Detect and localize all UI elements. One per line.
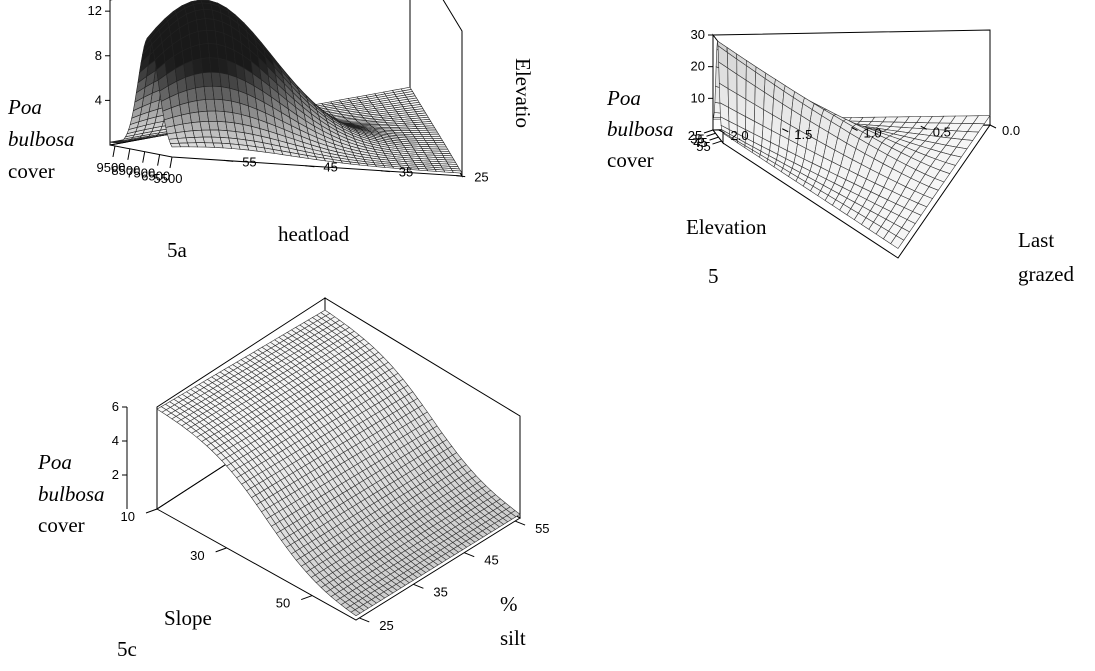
chart-5a-z-tick-label: 12 — [88, 3, 102, 18]
z-axis-label-5a-line2: bulbosa — [8, 127, 75, 151]
chart-5c-edge-0-tick-label: 50 — [276, 596, 290, 611]
chart-5c-edge-0-tick-label: 10 — [121, 509, 135, 524]
chart-5b-edge-1-tick — [782, 128, 789, 133]
chart-5b-edge-1-tick-label: 1.5 — [794, 127, 812, 142]
chart-5c-edge-1-tick-label: 35 — [433, 584, 447, 599]
chart-5b-edge-1-tick-label: 0.0 — [1002, 123, 1020, 138]
chart-5a-z-tick-label: 8 — [95, 48, 102, 63]
z-axis-label-5c-line2: bulbosa — [38, 482, 105, 506]
x-axis-label-5b: Elevation — [686, 215, 767, 239]
chart-5c-edge-1-tick — [359, 617, 370, 623]
z-axis-label-5c-line3: cover — [38, 513, 85, 537]
chart-5c-plot: 6 4 2 10 30 50 55 45 35 25 — [112, 297, 550, 633]
chart-5a-edge-0-tick-label: 5500 — [154, 171, 183, 186]
chart-5c-edge-1-tick-label: 55 — [535, 521, 549, 536]
chart-5a-edge-1-tick — [305, 165, 315, 168]
chart-5a-edge-1-tick — [456, 175, 466, 178]
y-axis-label-5a: Elevatio — [511, 58, 535, 128]
chart-5b-edge-1-tick — [851, 127, 858, 131]
chart-5a-edge-0-tick — [127, 148, 131, 160]
chart-5b-edge-0-tick — [709, 136, 719, 141]
z-axis-label-5b-line1: Poa — [607, 86, 641, 110]
chart-5a-edge-0-tick-label: 7500 — [126, 166, 155, 181]
chart-5b: 30 20 10 25 35 45 55 0.0 0.5 1.0 1.5 2.0 Poa bulbos… — [580, 0, 1095, 300]
chart-5b-edge-0-tick-label: 55 — [696, 139, 710, 154]
chart-5b-edge-1-tick-label: 2.0 — [731, 128, 749, 143]
x-axis-label-5c: Slope — [164, 606, 212, 630]
z-axis-label-5a-line3: cover — [8, 159, 55, 183]
chart-5a-z-tick-label: 4 — [95, 92, 102, 107]
chart-5c-surface-cell — [350, 609, 361, 617]
chart-5b-edge-1-tick-label: 0.5 — [933, 124, 951, 139]
chart-5a-edge-0-tick — [142, 151, 146, 163]
chart-5b-edge-1-tick — [989, 124, 997, 129]
chart-5a-surface-cell — [434, 142, 446, 146]
chart-5c-surface — [156, 309, 521, 617]
chart-5a-edge-0-tick-label: 8500 — [111, 163, 140, 178]
chart-5a-edge-1-tick-label: 35 — [399, 165, 413, 180]
chart-5a-surface-cell — [433, 140, 445, 143]
chart-5b-edge-1-tick — [718, 129, 725, 134]
chart-5c-edge-0-tick-label: 30 — [190, 548, 204, 563]
chart-5a-edge-0-tick-label: 9500 — [96, 160, 125, 175]
chart-5b-z-tick-label: 20 — [691, 59, 705, 74]
panel-label-5b: 5 — [708, 264, 719, 288]
z-axis-label-5c-line1: Poa — [38, 450, 72, 474]
chart-5a-edge-0-tick — [169, 156, 173, 169]
chart-5c-edge-1-tick — [413, 583, 424, 589]
chart-5a-edge-1-tick — [380, 170, 390, 173]
chart-5c-edge-0-tick — [215, 547, 227, 553]
chart-5a-edge-1-tick-label: 45 — [323, 160, 337, 175]
chart-5b-edge-0-tick-label: 35 — [690, 131, 704, 146]
z-axis-label-5a-line1: Poa — [8, 95, 42, 119]
y-axis-label-5b-line2: grazed — [1018, 262, 1074, 286]
y-axis-label-5c-line2: silt — [500, 626, 526, 650]
chart-5c-edge-1-tick-label: 45 — [484, 553, 498, 568]
x-axis-label-5a: heatload — [278, 222, 350, 246]
chart-5a-surface — [109, 0, 463, 174]
chart-5b-edge-0-tick — [712, 140, 722, 145]
chart-5c-edge-1-tick — [514, 520, 526, 526]
chart-5b-edge-0-tick-label: 45 — [693, 135, 707, 150]
chart-5a-edge-0-tick — [112, 145, 116, 158]
chart-5c-z-tick-label: 6 — [112, 399, 119, 414]
chart-5a-surface-cell — [420, 133, 432, 137]
chart-5c-edge-1-tick-label: 25 — [379, 618, 393, 633]
panel-label-5a: 5a — [167, 238, 187, 262]
chart-5c-edge-0-tick — [301, 595, 313, 601]
chart-5a-edge-0-tick-label: 6500 — [141, 169, 170, 184]
chart-5b-edge-1-tick — [920, 125, 927, 130]
y-axis-label-5c-line1: % — [500, 592, 518, 616]
chart-5b-edge-0-tick-label: 25 — [688, 128, 702, 143]
chart-5c-z-tick-label: 2 — [112, 467, 119, 482]
z-axis-label-5b-line2: bulbosa — [607, 117, 674, 141]
panel-label-5c: 5c — [117, 637, 137, 661]
chart-5b-edge-1-tick-label: 1.0 — [864, 126, 882, 141]
chart-5a-surface-cell — [422, 136, 434, 139]
z-axis-label-5b-line3: cover — [607, 148, 654, 172]
chart-5a-surface-cell — [451, 170, 463, 174]
chart-5c-z-tick-label: 4 — [112, 433, 119, 448]
chart-5b-surface — [712, 40, 991, 249]
chart-5a-edge-1-tick — [224, 159, 234, 162]
chart-5a-edge-0-tick — [157, 154, 161, 166]
chart-5c: 6 4 2 10 30 50 55 45 35 25 Poa bulbosa cover Slop… — [0, 297, 580, 671]
chart-5a: 12 8 4 9500 8500 7500 6500 5500 25 35 45 55 Poa bul… — [0, 0, 540, 290]
chart-5a-edge-1-tick-label: 55 — [242, 154, 256, 169]
chart-5b-z-tick-label: 10 — [691, 90, 705, 105]
chart-5a-edge-1-tick-label: 25 — [474, 170, 488, 185]
y-axis-label-5b-line1: Last — [1018, 228, 1055, 252]
chart-5b-surface-cell — [890, 235, 905, 249]
chart-5c-edge-0-tick — [145, 508, 158, 514]
chart-5b-edge-0-tick — [703, 129, 714, 134]
chart-5b-z-tick-label: 30 — [691, 27, 705, 42]
chart-5b-edge-0-tick — [706, 132, 716, 137]
chart-5c-edge-1-tick — [464, 552, 475, 558]
